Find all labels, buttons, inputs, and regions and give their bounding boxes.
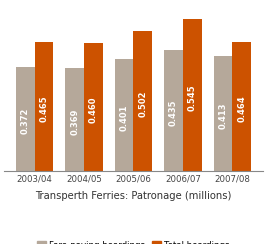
Bar: [84, 43, 103, 171]
Text: 0.369: 0.369: [70, 108, 79, 135]
Legend: Fare-paying boardings, Total boardings: Fare-paying boardings, Total boardings: [34, 237, 233, 244]
Bar: [134, 31, 152, 171]
Text: 0.372: 0.372: [21, 108, 30, 134]
Text: 0.465: 0.465: [40, 95, 49, 122]
Bar: [214, 56, 232, 171]
X-axis label: Transperth Ferries: Patronage (millions): Transperth Ferries: Patronage (millions): [35, 191, 232, 201]
Text: 0.401: 0.401: [120, 104, 129, 131]
Bar: [65, 68, 84, 171]
Text: 0.502: 0.502: [138, 91, 147, 117]
Bar: [164, 50, 183, 171]
Bar: [35, 42, 53, 171]
Text: 0.413: 0.413: [218, 102, 227, 129]
Bar: [183, 20, 202, 171]
Bar: [115, 60, 134, 171]
Text: 0.464: 0.464: [237, 96, 246, 122]
Text: 0.460: 0.460: [89, 96, 98, 123]
Bar: [232, 42, 251, 171]
Text: 0.435: 0.435: [169, 100, 178, 126]
Bar: [16, 68, 35, 171]
Text: 0.545: 0.545: [188, 85, 197, 112]
